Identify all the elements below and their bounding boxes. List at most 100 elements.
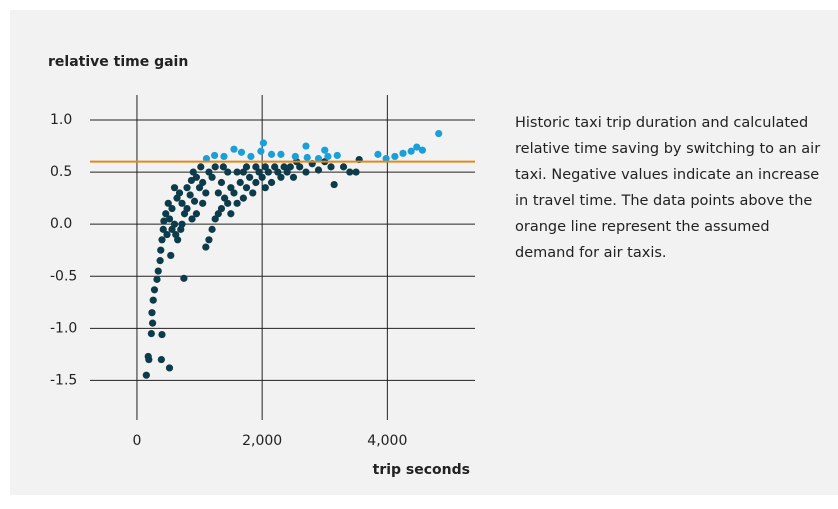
- point: [150, 286, 159, 294]
- point: [258, 173, 266, 181]
- point: [211, 215, 219, 223]
- point: [314, 154, 323, 163]
- point: [239, 194, 247, 202]
- point: [189, 168, 197, 176]
- point: [286, 163, 294, 171]
- point: [159, 225, 167, 233]
- point: [271, 163, 279, 171]
- x-tick-label: 4,000: [367, 433, 407, 449]
- point: [267, 150, 276, 158]
- x-tick-label: 0: [132, 433, 141, 449]
- point: [165, 215, 174, 223]
- point: [233, 168, 241, 176]
- point: [230, 189, 238, 197]
- point: [255, 168, 263, 176]
- point: [190, 197, 199, 205]
- point: [157, 355, 165, 364]
- point: [183, 204, 191, 213]
- point: [162, 210, 170, 218]
- point: [147, 329, 155, 338]
- point: [247, 152, 255, 161]
- point: [277, 173, 285, 181]
- point: [192, 173, 201, 181]
- point: [168, 204, 176, 213]
- point: [237, 148, 246, 156]
- point: [149, 296, 157, 304]
- point: [246, 173, 254, 181]
- point: [154, 267, 162, 275]
- description: Historic taxi trip duration and calculat…: [515, 115, 821, 261]
- point: [188, 215, 196, 223]
- point: [192, 210, 201, 218]
- point: [233, 199, 241, 207]
- point: [205, 168, 213, 176]
- point: [236, 178, 244, 187]
- point: [174, 236, 182, 244]
- point: [145, 355, 153, 364]
- point: [289, 173, 298, 181]
- point: [261, 163, 269, 171]
- point: [160, 217, 168, 225]
- point: [197, 163, 205, 171]
- y-tick-label: 0.5: [50, 164, 72, 180]
- point: [330, 180, 338, 189]
- point: [374, 150, 382, 158]
- point: [202, 243, 210, 251]
- point: [158, 330, 166, 339]
- point: [321, 146, 329, 154]
- point: [195, 184, 204, 192]
- point: [252, 163, 260, 171]
- point: [391, 152, 399, 161]
- point: [413, 143, 421, 151]
- x-axis-title: trip seconds: [373, 462, 470, 478]
- point: [165, 364, 174, 372]
- point: [214, 189, 222, 197]
- point: [153, 275, 161, 283]
- point: [168, 225, 176, 233]
- point: [314, 166, 323, 174]
- point: [158, 236, 166, 244]
- point: [170, 184, 179, 192]
- point: [208, 225, 216, 233]
- point: [178, 220, 186, 228]
- point: [302, 142, 310, 150]
- point: [239, 168, 247, 176]
- point: [242, 184, 251, 192]
- point: [257, 147, 265, 155]
- point: [302, 168, 310, 176]
- point: [180, 274, 188, 282]
- point: [277, 150, 285, 158]
- point: [208, 173, 216, 181]
- point: [382, 154, 390, 163]
- point: [280, 163, 288, 171]
- point: [183, 184, 191, 192]
- point: [399, 149, 407, 157]
- point: [163, 230, 171, 239]
- point: [210, 151, 219, 160]
- x-tick-label: 2,000: [242, 433, 282, 449]
- point: [202, 189, 210, 197]
- y-tick-label: -1.0: [50, 320, 77, 336]
- point: [333, 151, 341, 160]
- y-tick-label: -1.5: [50, 372, 77, 388]
- point: [267, 178, 276, 187]
- point: [217, 204, 226, 213]
- point: [291, 152, 299, 161]
- point: [227, 210, 235, 218]
- point: [199, 199, 207, 207]
- point: [157, 246, 165, 254]
- point: [167, 251, 175, 260]
- point: [202, 154, 211, 163]
- point: [164, 199, 172, 207]
- point: [224, 168, 232, 176]
- point: [199, 178, 207, 187]
- point: [217, 178, 226, 187]
- point: [219, 163, 227, 171]
- point: [178, 199, 186, 207]
- point: [259, 139, 268, 147]
- point: [224, 199, 232, 207]
- point: [211, 163, 219, 171]
- point: [227, 184, 235, 192]
